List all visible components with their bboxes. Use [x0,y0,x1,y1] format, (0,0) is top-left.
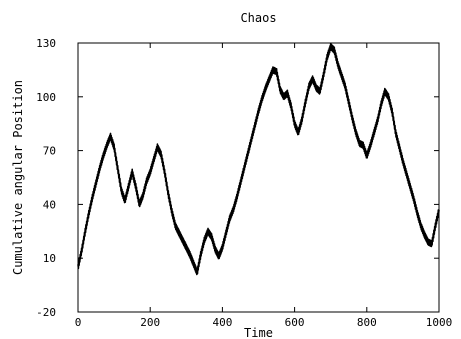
y-axis: -20 10 40 70 100 130 [36,37,439,319]
x-axis: 0 200 400 600 800 1000 [75,43,453,329]
x-tick-label: 800 [357,316,377,329]
y-tick-label: 40 [43,198,56,211]
x-tick-label: 200 [140,316,160,329]
x-tick-label: 600 [285,316,305,329]
plot-frame [77,42,440,313]
y-tick-label: 100 [36,91,56,104]
x-tick-label: 1000 [426,316,453,329]
y-tick-label: 70 [43,145,56,158]
chart-title: Chaos [240,11,276,25]
x-axis-title: Time [244,326,273,339]
y-tick-label: -20 [36,306,56,319]
y-axis-title: Cumulative angular Position [11,80,25,275]
y-tick-label: 130 [36,37,56,50]
y-tick-label: 10 [43,252,56,265]
series-line [77,42,440,276]
x-tick-label: 400 [212,316,232,329]
x-tick-label: 0 [75,316,82,329]
